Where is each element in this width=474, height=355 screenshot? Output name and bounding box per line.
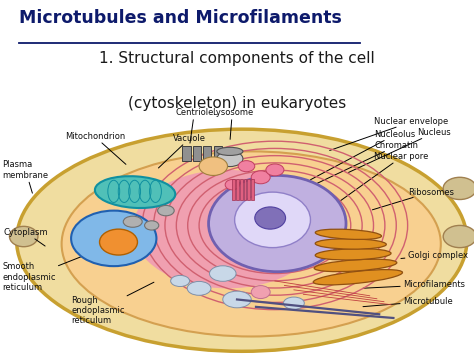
Ellipse shape <box>315 248 391 260</box>
Ellipse shape <box>9 226 38 247</box>
Ellipse shape <box>209 175 346 272</box>
Text: Nuclear envelope: Nuclear envelope <box>330 117 449 151</box>
Ellipse shape <box>210 266 236 281</box>
Ellipse shape <box>235 192 310 248</box>
Bar <box>203 146 211 161</box>
Ellipse shape <box>283 297 304 309</box>
Ellipse shape <box>314 259 397 272</box>
Text: Cytoplasm: Cytoplasm <box>4 228 48 246</box>
Ellipse shape <box>145 221 159 230</box>
Text: Lysosome: Lysosome <box>211 108 253 140</box>
Bar <box>240 179 243 200</box>
Ellipse shape <box>71 211 156 266</box>
Ellipse shape <box>223 291 251 308</box>
Text: Mitochondrion: Mitochondrion <box>64 132 126 164</box>
Ellipse shape <box>251 171 270 184</box>
Bar <box>251 179 254 200</box>
Ellipse shape <box>251 285 270 299</box>
Text: Golgi complex: Golgi complex <box>401 251 468 260</box>
Text: Nucleus: Nucleus <box>348 129 451 173</box>
Text: Vacuole: Vacuole <box>158 134 206 168</box>
Ellipse shape <box>313 269 402 285</box>
Ellipse shape <box>225 180 239 190</box>
Text: Microtubule: Microtubule <box>363 297 453 307</box>
Text: Microtubules and Microfilaments: Microtubules and Microfilaments <box>19 9 342 27</box>
Ellipse shape <box>133 170 322 288</box>
Ellipse shape <box>123 216 142 227</box>
Text: Microfilaments: Microfilaments <box>363 280 465 289</box>
Ellipse shape <box>217 147 243 155</box>
Ellipse shape <box>443 225 474 248</box>
Ellipse shape <box>171 275 190 286</box>
Ellipse shape <box>100 229 137 255</box>
Text: Chromatin: Chromatin <box>301 141 419 191</box>
Text: Smooth
endoplasmic
reticulum: Smooth endoplasmic reticulum <box>2 252 92 292</box>
Ellipse shape <box>158 206 174 216</box>
Bar <box>214 146 222 161</box>
Ellipse shape <box>255 207 286 229</box>
Bar <box>244 179 246 200</box>
Ellipse shape <box>187 282 211 295</box>
Ellipse shape <box>62 151 441 337</box>
Text: 1. Structural components of the cell: 1. Structural components of the cell <box>99 51 375 66</box>
Bar <box>247 179 250 200</box>
Ellipse shape <box>315 239 386 249</box>
Ellipse shape <box>315 229 382 239</box>
Ellipse shape <box>199 157 228 175</box>
Text: (cytoskeleton) in eukaryotes: (cytoskeleton) in eukaryotes <box>128 96 346 111</box>
Text: Rough
endoplasmic
reticulum: Rough endoplasmic reticulum <box>71 282 154 326</box>
Ellipse shape <box>443 177 474 200</box>
Bar <box>236 179 239 200</box>
Ellipse shape <box>217 151 243 166</box>
Ellipse shape <box>238 161 255 172</box>
Text: Centriole: Centriole <box>175 108 213 143</box>
Text: Plasma
membrane: Plasma membrane <box>2 160 48 193</box>
Text: Nuclear pore: Nuclear pore <box>334 152 429 205</box>
Ellipse shape <box>266 164 284 176</box>
Bar <box>193 146 201 161</box>
Ellipse shape <box>95 176 175 208</box>
Ellipse shape <box>17 129 467 351</box>
Text: Ribosomes: Ribosomes <box>373 187 454 210</box>
Text: Nucleolus: Nucleolus <box>310 130 416 180</box>
Bar <box>232 179 235 200</box>
Bar <box>182 146 191 161</box>
